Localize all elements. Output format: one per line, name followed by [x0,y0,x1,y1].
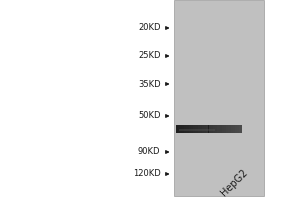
Bar [213,125,215,133]
Text: HepG2: HepG2 [219,167,250,198]
Text: 20KD: 20KD [138,23,160,32]
Bar [228,125,230,133]
Bar [197,125,200,133]
Bar [224,125,226,133]
Bar [222,125,224,133]
Bar [230,125,233,133]
Bar [200,125,202,133]
Bar [176,125,242,133]
Bar [193,125,195,133]
Bar [174,0,264,196]
Bar [204,125,206,133]
Text: 50KD: 50KD [138,112,160,120]
Bar [184,125,187,133]
Bar [202,125,204,133]
Bar [233,125,235,133]
Bar [182,125,184,133]
Bar [191,125,193,133]
Bar [226,125,228,133]
Text: 25KD: 25KD [138,51,160,60]
Bar [217,125,220,133]
Text: 35KD: 35KD [138,80,160,88]
Bar [239,125,242,133]
Text: 90KD: 90KD [138,148,160,156]
Bar [206,125,208,133]
Bar [178,129,215,131]
Text: 120KD: 120KD [133,170,160,178]
Bar [237,125,239,133]
Bar [235,125,237,133]
Bar [176,125,178,133]
Bar [178,125,180,133]
Bar [189,125,191,133]
Bar [195,125,197,133]
Bar [220,125,222,133]
Bar [208,125,211,133]
Bar [215,125,217,133]
Bar [180,125,182,133]
Bar [211,125,213,133]
Bar [187,125,189,133]
